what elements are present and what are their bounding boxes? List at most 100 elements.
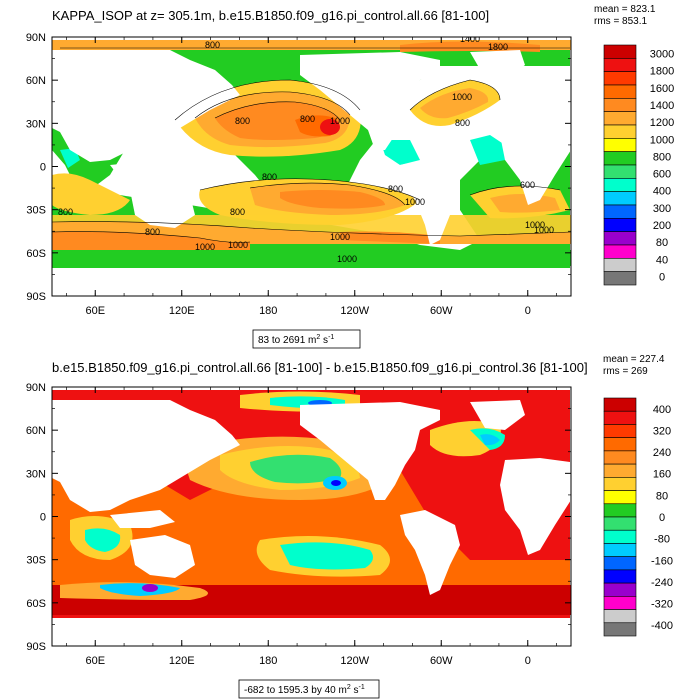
y-tick-label: 0 (40, 162, 46, 174)
colorbar-label: 400 (653, 186, 671, 198)
range-sup: -1 (328, 334, 334, 341)
colorbar-swatch (603, 151, 637, 166)
colorbar-swatch (603, 84, 637, 99)
land-africa (500, 108, 571, 205)
colorbar-label: -160 (651, 555, 673, 567)
contour-label: 800 (455, 118, 470, 128)
colorbar-label: -240 (651, 577, 673, 589)
panel-top-range-box: 83 to 2691 m2 s-1 (252, 329, 361, 349)
panel-bottom-axes: 60E 120E 180 120W 60W 0 90N 60N 30N 0 30S 60S 90S (26, 382, 571, 667)
colorbar-swatch (603, 463, 637, 478)
colorbar-label: 1600 (650, 83, 674, 95)
panel-bottom-title: b.e15.B1850.f09_g16.pi_control.all.66 [8… (52, 360, 588, 375)
colorbar-label: 320 (653, 425, 671, 437)
colorbar-label: 1400 (650, 100, 674, 112)
colorbar-label: 1800 (650, 66, 674, 78)
contour-label: 800 (230, 207, 245, 217)
contours-top (52, 47, 571, 243)
colorbar-label: 80 (656, 237, 668, 249)
contour-label: 800 (300, 114, 315, 124)
contour-label: 800 (235, 116, 250, 126)
contour-label: 800 (58, 207, 73, 217)
colorbar-label: 200 (653, 220, 671, 232)
range-sup: 2 (316, 334, 320, 341)
colorbar-swatch (603, 231, 637, 246)
x-tick-label: 120W (340, 655, 369, 667)
contour-label: 1000 (330, 232, 350, 242)
contour-label: 1400 (460, 34, 480, 44)
colorbar-swatch (603, 191, 637, 206)
colorbar-label: 400 (653, 404, 671, 416)
colorbar-swatch (603, 204, 637, 219)
contour-label: 800 (205, 40, 220, 50)
panel-bottom-range-box: -682 to 1595.3 by 40 m2 s-1 (238, 679, 380, 699)
panel-bottom-map (52, 387, 571, 646)
contour-label: 1000 (525, 220, 545, 230)
land-northamerica (300, 52, 440, 150)
colorbar-label: 0 (659, 512, 665, 524)
land-southamerica (400, 160, 460, 245)
colorbar-swatch (603, 138, 637, 152)
colorbar-swatch (603, 58, 637, 72)
y-tick-label: 60S (26, 598, 46, 610)
svg-text:83 to 2691 m2 s-1: 83 to 2691 m2 s-1 (258, 334, 334, 346)
colorbar-label: 0 (659, 271, 665, 283)
panel-top-colorbar: 3000180016001400120010008006004003002008… (603, 44, 674, 286)
x-tick-label: 60W (430, 655, 453, 667)
x-tick-label: 60W (430, 305, 453, 317)
panel-top: KAPPA_ISOP at z= 305.1m, b.e15.B1850.f09… (26, 4, 674, 349)
colorbar-swatch (603, 569, 637, 584)
colorbar-swatch (603, 44, 637, 59)
x-tick-label: 120E (169, 305, 195, 317)
contour-labels-top: 800 800 800 800 800 800 1000 1000 1000 1… (58, 34, 554, 264)
contour-label: 1800 (488, 42, 508, 52)
colorbar-swatch (603, 218, 637, 232)
land-australia (130, 185, 195, 228)
contour-label: 1000 (330, 116, 350, 126)
colorbar-swatch (603, 178, 637, 192)
y-tick-label: 90N (26, 32, 46, 44)
colorbar-swatch (603, 397, 637, 412)
land-antarctica (52, 618, 571, 646)
colorbar-swatch (603, 164, 637, 179)
colorbar-swatch (603, 71, 637, 86)
colorbar-label: 3000 (650, 49, 674, 61)
contour-label: 1000 (195, 242, 215, 252)
colorbar-label: -320 (651, 599, 673, 611)
contour-label: 600 (520, 180, 535, 190)
range-text: -682 to 1595.3 by 40 m (244, 685, 347, 696)
colorbar-swatch (603, 437, 637, 452)
contour-label: 800 (262, 172, 277, 182)
land-northamerica (300, 402, 440, 500)
land-indonesia (110, 510, 175, 528)
range-sup: -1 (359, 684, 365, 691)
y-tick-label: 60N (26, 75, 46, 87)
land-greenland (470, 50, 525, 80)
land-antarctica (52, 268, 571, 296)
x-tick-label: 120E (169, 655, 195, 667)
colorbar-swatch (603, 609, 637, 624)
y-tick-label: 90S (26, 291, 46, 303)
contour-label: 1000 (534, 225, 554, 235)
land-indonesia (110, 160, 175, 178)
panel-bottom: b.e15.B1850.f09_g16.pi_control.all.66 [8… (26, 354, 673, 699)
x-tick-label: 120W (340, 305, 369, 317)
contour-label: 1000 (337, 254, 357, 264)
colorbar-swatch (603, 503, 637, 518)
x-tick-label: 180 (259, 655, 277, 667)
colorbar-swatch (603, 450, 637, 465)
colorbar-swatch (603, 271, 637, 286)
colorbar-swatch (603, 529, 637, 544)
colorbar-swatch (603, 556, 637, 571)
land-australia (130, 535, 195, 578)
y-tick-label: 30S (26, 555, 46, 567)
colorbar-label: 40 (656, 254, 668, 266)
colorbar-label: -400 (651, 620, 673, 632)
y-tick-label: 30N (26, 468, 46, 480)
contour-label: 800 (145, 227, 160, 237)
y-tick-label: 60N (26, 425, 46, 437)
land-eurasia (52, 400, 240, 512)
x-tick-label: 0 (525, 305, 531, 317)
